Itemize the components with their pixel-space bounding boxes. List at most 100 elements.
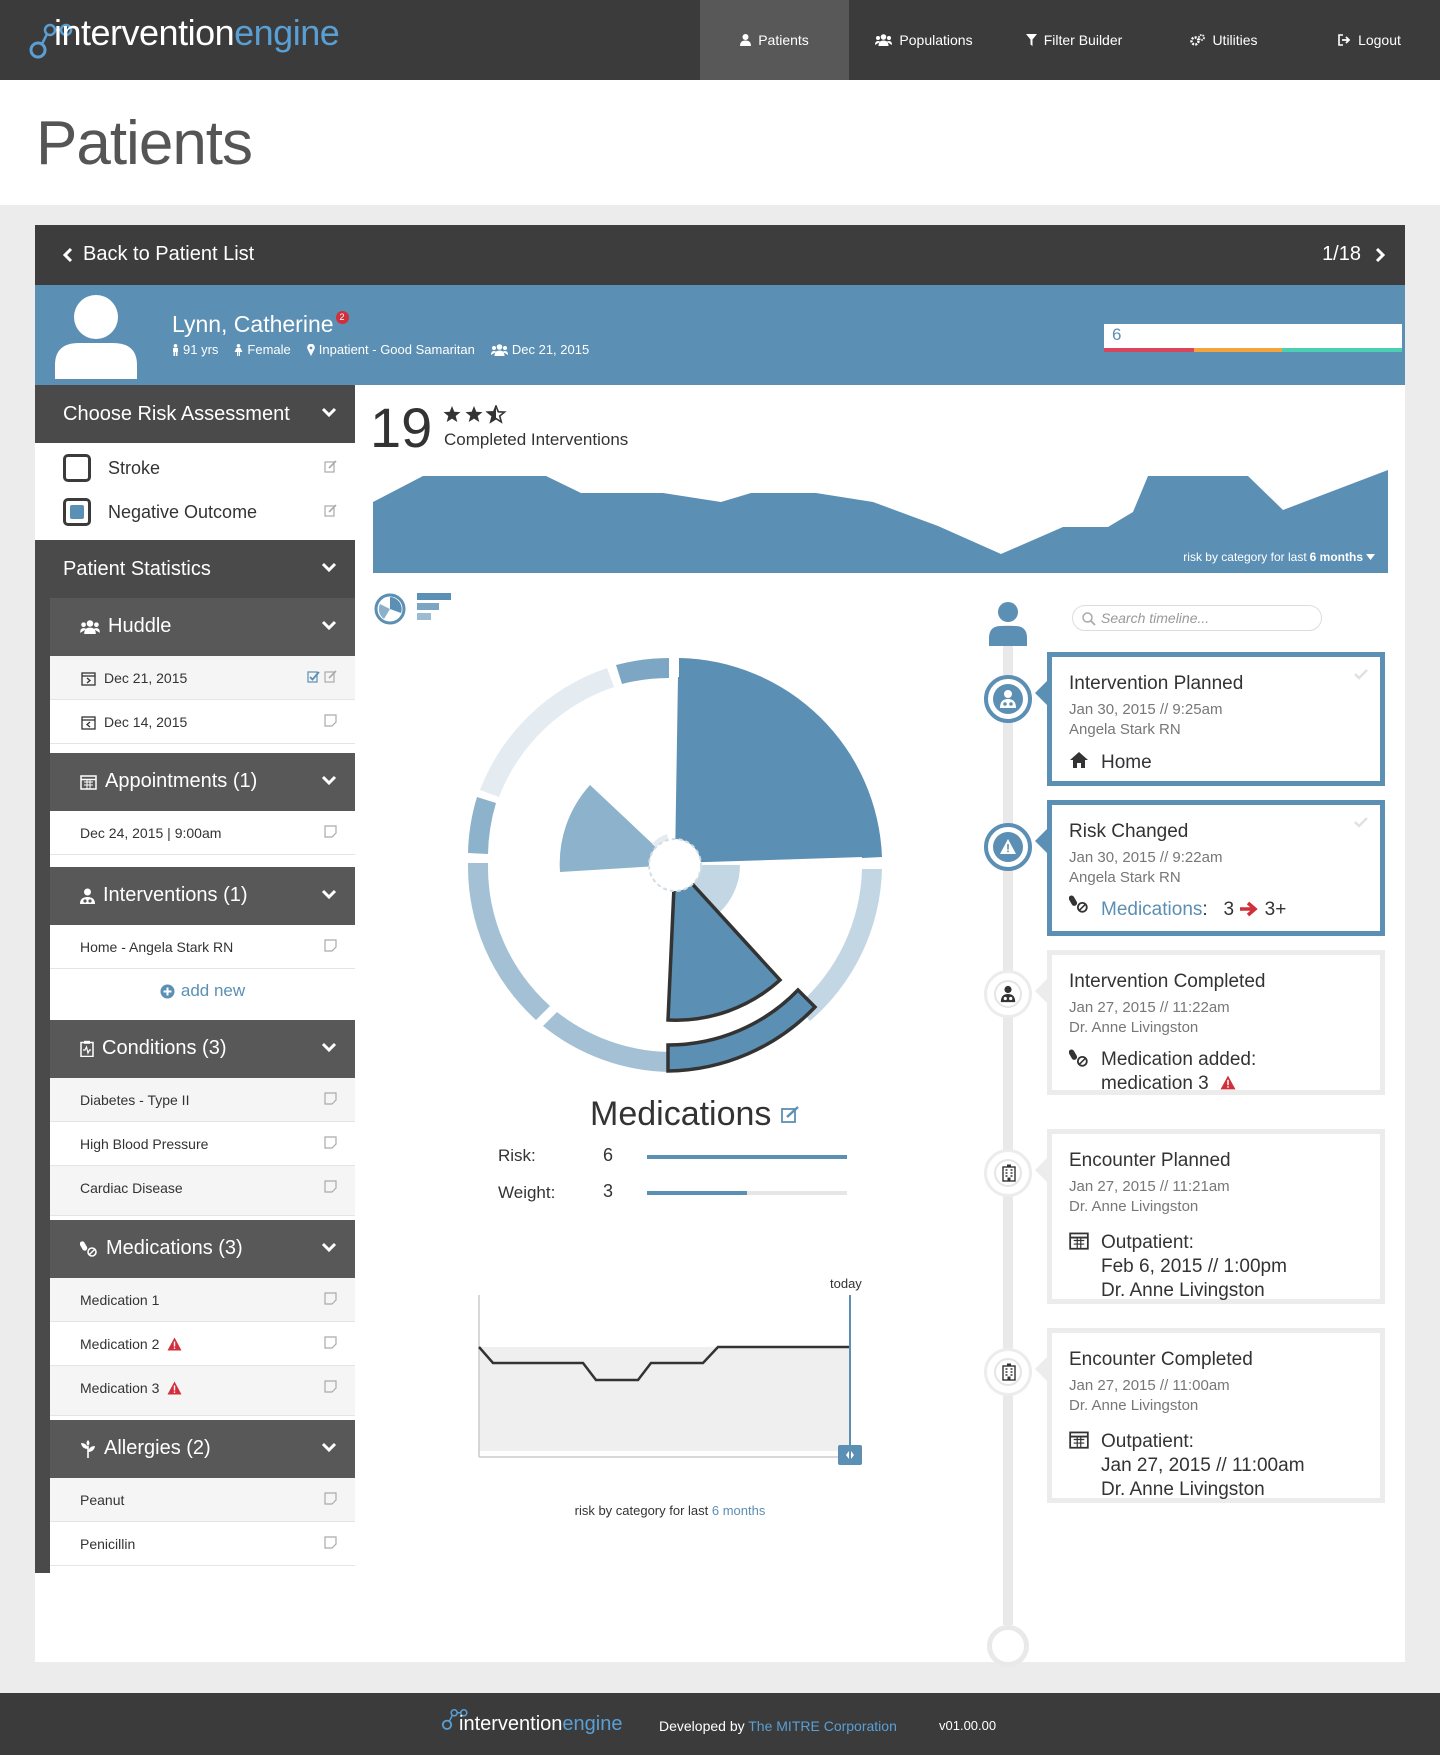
medications-header[interactable]: Medications (3) — [50, 1220, 355, 1278]
note-icon[interactable] — [324, 1180, 337, 1193]
appointment-item[interactable]: Dec 24, 2015 | 9:00am — [50, 811, 355, 855]
risk-from: 3 — [1223, 899, 1235, 920]
nav-utilities[interactable]: Utilities — [1149, 0, 1299, 80]
checked-icon[interactable] — [307, 670, 320, 683]
note-icon[interactable] — [324, 1492, 337, 1505]
timeline-event-encounter-completed[interactable]: Encounter Completed Jan 27, 2015 // 11:0… — [1035, 1328, 1385, 1503]
notification-badge[interactable]: 2 — [335, 311, 349, 324]
chevron-down-icon — [321, 620, 337, 630]
event-body-line: Dr. Anne Livingston — [1101, 1479, 1265, 1500]
medication-item[interactable]: Medication 1 — [50, 1278, 355, 1322]
timeline-event-intervention-completed[interactable]: Intervention Completed Jan 27, 2015 // 1… — [1035, 950, 1385, 1095]
calendar-prev-icon — [81, 715, 96, 730]
edit-icon[interactable] — [324, 670, 337, 683]
clipboard-icon — [80, 1040, 94, 1057]
note-icon[interactable] — [324, 1380, 337, 1393]
footer: interventionengine Developed by The MITR… — [0, 1693, 1440, 1755]
timeline-end-node — [987, 1625, 1029, 1667]
timeline-event-risk-changed[interactable]: Risk Changed Jan 30, 2015 // 9:22am Ange… — [1035, 800, 1385, 936]
back-to-list-link[interactable]: Back to Patient List — [63, 243, 254, 266]
ring-segment-encounters — [797, 869, 882, 1021]
edit-icon[interactable] — [324, 504, 337, 517]
area-chart-caption[interactable]: risk by category for last 6 months — [1183, 550, 1375, 564]
edit-icon[interactable] — [781, 1106, 800, 1123]
nav-patients[interactable]: Patients — [700, 0, 849, 80]
users-icon — [490, 343, 508, 356]
intervention-item[interactable]: Home - Angela Stark RN — [50, 925, 355, 969]
condition-item[interactable]: Cardiac Disease — [50, 1166, 355, 1216]
patient-statistics-header[interactable]: Patient Statistics — [35, 540, 355, 598]
event-body-line: Feb 6, 2015 // 1:00pm — [1101, 1256, 1287, 1277]
timeline-rail — [1003, 625, 1013, 1625]
huddle-item[interactable]: Dec 21, 2015 — [50, 656, 355, 700]
line-caption-range[interactable]: 6 months — [711, 1503, 766, 1518]
allergies-header[interactable]: Allergies (2) — [50, 1420, 355, 1478]
hospital-icon — [1002, 1164, 1016, 1182]
condition-item[interactable]: Diabetes - Type II — [50, 1078, 355, 1122]
risk-option-label: Negative Outcome — [108, 502, 258, 522]
nav-populations[interactable]: Populations — [849, 0, 999, 80]
event-author: Angela Stark RN — [1069, 869, 1181, 886]
nav-logout[interactable]: Logout — [1299, 0, 1440, 80]
note-icon[interactable] — [324, 714, 337, 727]
risk-score-box[interactable]: 6 — [1104, 324, 1402, 348]
note-icon[interactable] — [324, 1336, 337, 1349]
nav-filter-builder[interactable]: Filter Builder — [999, 0, 1149, 80]
pie-view-icon[interactable] — [374, 593, 406, 625]
event-date: Jan 27, 2015 // 11:00am — [1069, 1377, 1230, 1394]
timeline-node-risk[interactable] — [984, 823, 1032, 871]
check-icon[interactable] — [1354, 669, 1368, 680]
note-icon[interactable] — [324, 1536, 337, 1549]
note-icon[interactable] — [324, 939, 337, 952]
timeline-node-encounter-planned[interactable] — [984, 1149, 1032, 1197]
timeline-node-intervention[interactable] — [984, 675, 1032, 723]
timeline-node-intervention-completed[interactable] — [984, 970, 1032, 1018]
dev-org-link[interactable]: The MITRE Corporation — [748, 1718, 897, 1734]
risk-scale-medium — [1194, 348, 1282, 352]
allergy-item[interactable]: Penicillin — [50, 1522, 355, 1566]
polar-center-fill — [654, 844, 696, 886]
wedge-risk-selected — [666, 860, 783, 1022]
note-icon[interactable] — [324, 1092, 337, 1105]
condition-item[interactable]: High Blood Pressure — [50, 1122, 355, 1166]
timeline-node-encounter-completed[interactable] — [984, 1348, 1032, 1396]
today-slider-handle[interactable] — [838, 1445, 862, 1465]
version: v01.00.00 — [939, 1718, 997, 1733]
weight-label: Weight: — [498, 1183, 556, 1202]
conditions-header[interactable]: Conditions (3) — [50, 1020, 355, 1078]
interventions-header[interactable]: Interventions (1) — [50, 867, 355, 925]
stroke-checkbox[interactable] — [63, 454, 91, 482]
app-logo[interactable]: interventionengine — [54, 12, 340, 54]
timeline-event-intervention-planned[interactable]: Intervention Planned Jan 30, 2015 // 9:2… — [1035, 652, 1385, 786]
event-title: Encounter Completed — [1069, 1349, 1253, 1370]
top-nav: interventionengine Patients Populations … — [0, 0, 1440, 80]
risk-option-negative-outcome[interactable]: Negative Outcome — [35, 490, 355, 534]
medication-item[interactable]: Medication 3 — [50, 1366, 355, 1416]
note-icon[interactable] — [324, 825, 337, 838]
appointments-header[interactable]: Appointments (1) — [50, 753, 355, 811]
chevron-right-icon[interactable] — [1375, 247, 1385, 263]
nav-label: Populations — [899, 32, 973, 48]
bar-view-icon[interactable] — [417, 593, 451, 621]
risk-bar — [647, 1155, 847, 1159]
huddle-header[interactable]: Huddle — [50, 598, 355, 656]
event-category-link[interactable]: Medications — [1101, 899, 1203, 920]
chevron-left-icon — [63, 247, 73, 262]
negative-outcome-checkbox[interactable] — [63, 498, 91, 526]
risk-option-stroke[interactable]: Stroke — [35, 446, 355, 490]
note-icon[interactable] — [324, 1136, 337, 1149]
risk-assessment-header[interactable]: Choose Risk Assessment — [35, 385, 355, 443]
edit-icon[interactable] — [324, 460, 337, 473]
check-icon[interactable] — [1354, 817, 1368, 828]
add-intervention-button[interactable]: add new — [50, 969, 355, 1015]
note-icon[interactable] — [324, 1292, 337, 1305]
allergy-item[interactable]: Peanut — [50, 1478, 355, 1522]
huddle-item[interactable]: Dec 14, 2015 — [50, 700, 355, 744]
timeline-event-encounter-planned[interactable]: Encounter Planned Jan 27, 2015 // 11:21a… — [1035, 1129, 1385, 1304]
timeline-search-input[interactable]: Search timeline... — [1072, 605, 1322, 631]
event-body-line: Jan 27, 2015 // 11:00am — [1101, 1455, 1305, 1476]
user-icon — [989, 602, 1027, 646]
medication-item[interactable]: Medication 2 — [50, 1322, 355, 1366]
pills-icon — [80, 1240, 97, 1257]
line-caption-text: risk by category for last — [574, 1503, 712, 1518]
